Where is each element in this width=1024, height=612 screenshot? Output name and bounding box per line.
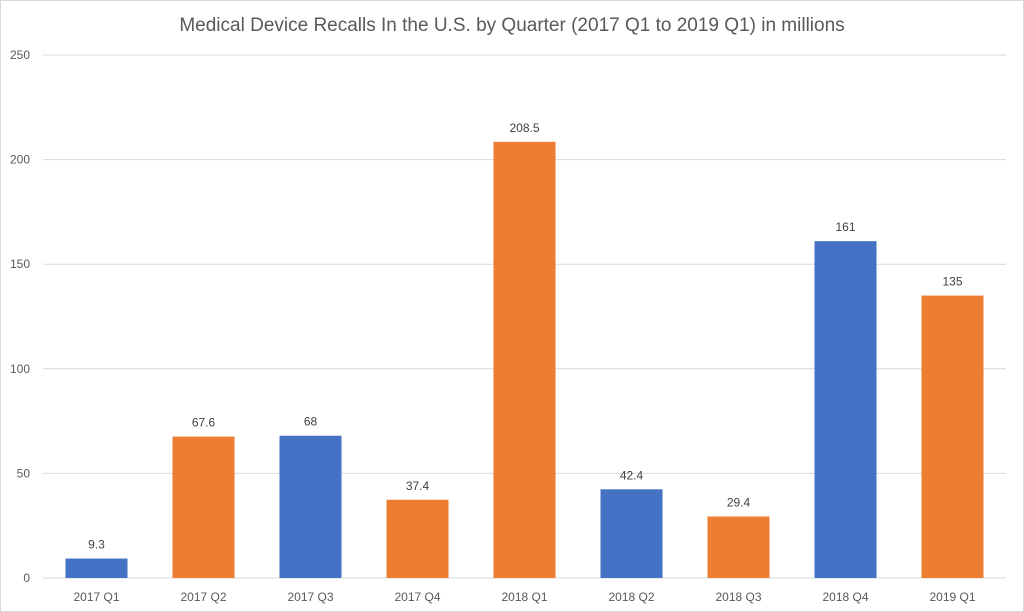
bar: [814, 241, 877, 579]
bar: [279, 435, 342, 578]
data-label: 42.4: [620, 468, 644, 482]
data-label: 29.4: [727, 495, 751, 509]
x-tick-label: 2018 Q2: [608, 590, 654, 604]
x-tick-label: 2018 Q4: [822, 590, 868, 604]
x-tick-label: 2018 Q3: [715, 590, 761, 604]
data-label: 161: [835, 220, 855, 234]
x-tick-label: 2017 Q3: [287, 590, 333, 604]
data-label: 67.6: [192, 416, 216, 430]
y-tick-label: 200: [10, 153, 30, 167]
x-tick-label: 2017 Q1: [73, 590, 119, 604]
data-label: 9.3: [88, 538, 105, 552]
data-label: 37.4: [406, 479, 430, 493]
chart-title: Medical Device Recalls In the U.S. by Qu…: [179, 15, 845, 36]
x-tick-label: 2018 Q1: [501, 590, 547, 604]
y-tick-label: 0: [23, 571, 30, 585]
y-tick-label: 50: [17, 466, 31, 480]
bar: [493, 141, 556, 578]
bar: [65, 558, 128, 578]
data-label: 135: [942, 275, 962, 289]
x-tick-label: 2017 Q2: [180, 590, 226, 604]
y-tick-label: 250: [10, 48, 30, 62]
y-tick-label: 150: [10, 257, 30, 271]
data-label: 208.5: [509, 121, 539, 135]
bar: [386, 499, 449, 578]
bar: [172, 436, 235, 578]
bar: [600, 489, 663, 578]
data-label: 68: [304, 415, 318, 429]
bar: [707, 516, 770, 578]
bar: [921, 295, 984, 578]
x-tick-label: 2017 Q4: [394, 590, 440, 604]
x-tick-label: 2019 Q1: [929, 590, 975, 604]
y-tick-label: 100: [10, 362, 30, 376]
